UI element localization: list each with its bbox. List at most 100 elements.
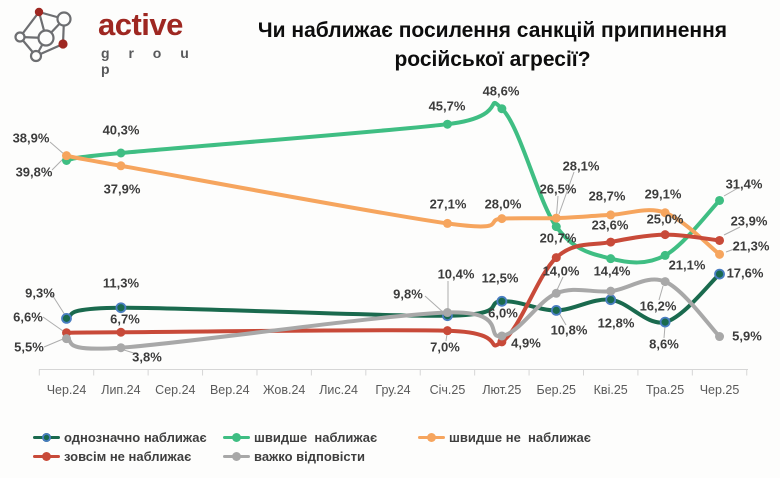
series-marker: [497, 214, 507, 224]
data-label: 6,0%: [488, 305, 518, 321]
series-marker: [497, 104, 507, 114]
series-marker: [714, 268, 725, 280]
legend-label: швидше не наближає: [449, 429, 591, 445]
data-label: 14,0%: [542, 263, 580, 279]
data-label: 11,3%: [102, 275, 140, 291]
label-leader-line: [424, 295, 445, 314]
series-marker: [715, 332, 725, 342]
x-axis-label: Тра.25: [646, 383, 685, 397]
legend-label: зовсім не наближає: [64, 448, 192, 464]
label-leader-line: [663, 325, 666, 339]
label-leader-line: [42, 316, 64, 332]
label-leader-line: [43, 338, 64, 348]
data-label: 48,6%: [482, 83, 520, 99]
data-label: 23,6%: [591, 217, 629, 233]
label-leader-line: [123, 349, 138, 355]
x-axis-label: Чер.25: [699, 383, 740, 397]
x-axis-label: Жов.24: [262, 383, 306, 397]
series-marker: [496, 295, 508, 307]
legend-swatch: [33, 432, 60, 442]
x-axis-label: Лис.24: [319, 383, 358, 397]
data-label: 5,9%: [732, 328, 762, 344]
data-label: 5,5%: [14, 339, 44, 355]
data-label: 6,7%: [110, 311, 140, 327]
series-line-2: [64, 153, 722, 257]
x-axis-label: Лип.24: [101, 383, 141, 397]
series-marker: [116, 161, 126, 171]
label-leader-line: [658, 285, 664, 301]
series-marker: [551, 253, 561, 263]
legend-swatch: [223, 432, 250, 442]
series-marker: [606, 254, 616, 264]
series-marker: [116, 148, 126, 158]
data-label: 12,5%: [481, 270, 519, 286]
series-marker: [715, 195, 725, 205]
series-marker: [497, 331, 507, 341]
legend-label: швидше наближає: [254, 429, 378, 445]
data-label: 40,3%: [102, 122, 140, 138]
data-label: 10,8%: [550, 322, 588, 338]
series-marker: [660, 277, 670, 287]
series-marker: [659, 316, 671, 328]
series-line-4: [64, 277, 722, 351]
chart-legend: однозначно наближає швидше наближає швидше…: [0, 422, 780, 472]
data-label: 14,4%: [593, 263, 631, 279]
data-label: 29,1%: [644, 186, 682, 202]
data-label: 8,6%: [649, 336, 679, 352]
legend-item-4: важко відповісти: [223, 447, 365, 465]
label-leader-line: [723, 187, 739, 197]
data-label: 28,0%: [484, 196, 522, 212]
series-marker: [442, 119, 452, 129]
data-label: 28,7%: [588, 188, 626, 204]
series-marker: [62, 334, 71, 344]
x-axis-label: Кві.25: [593, 383, 628, 397]
data-label: 27,1%: [429, 196, 467, 212]
data-label: 21,3%: [732, 238, 770, 254]
x-axis-label: Гру.24: [375, 383, 411, 397]
network-graph-logo-icon: [14, 7, 72, 63]
active-group-logo: active g r o u p: [8, 4, 203, 77]
brand-subtitle: g r o u p: [101, 45, 197, 77]
series-marker: [442, 326, 452, 336]
series-marker: [61, 312, 72, 324]
data-label: 45,7%: [428, 98, 466, 114]
label-leader-line: [558, 312, 567, 326]
chart-title-line2: російської агресії?: [394, 48, 591, 71]
series-marker: [62, 151, 71, 161]
data-label: 21,1%: [668, 257, 706, 273]
x-axis-label: Чер.24: [46, 383, 87, 397]
series-marker: [605, 294, 617, 306]
chart-title: Чи наближає посилення санкцій припинення…: [215, 16, 770, 74]
data-label: 26,5%: [539, 181, 577, 197]
data-label: 17,6%: [726, 265, 764, 281]
label-leader-line: [725, 247, 738, 253]
data-label: 25,0%: [646, 211, 684, 227]
data-label: 31,4%: [725, 176, 763, 192]
data-label: 6,6%: [13, 309, 43, 325]
x-axis-label: Вер.24: [209, 383, 250, 397]
brand-name: active: [98, 7, 183, 42]
series-marker: [116, 343, 126, 353]
label-leader-line: [556, 276, 564, 291]
label-leader-line: [558, 171, 575, 215]
series-marker: [715, 249, 725, 259]
legend-label: однозначно наближає: [64, 429, 207, 445]
legend-swatch: [223, 451, 250, 461]
series-marker: [660, 208, 670, 218]
data-label: 38,9%: [12, 130, 50, 146]
data-label: 7,0%: [430, 339, 460, 355]
x-axis-label: Січ.25: [429, 383, 466, 397]
series-marker: [606, 237, 616, 247]
data-label: 28,1%: [562, 158, 600, 174]
series-marker: [660, 250, 670, 260]
legend-item-2: швидше не наближає: [418, 428, 591, 446]
series-marker: [606, 210, 616, 220]
data-label: 23,9%: [730, 213, 768, 229]
legend-label: важко відповісти: [254, 448, 365, 464]
data-label: 37,9%: [103, 181, 141, 197]
x-axis-label: Сер.24: [155, 383, 196, 397]
data-label: 20,7%: [539, 230, 577, 246]
